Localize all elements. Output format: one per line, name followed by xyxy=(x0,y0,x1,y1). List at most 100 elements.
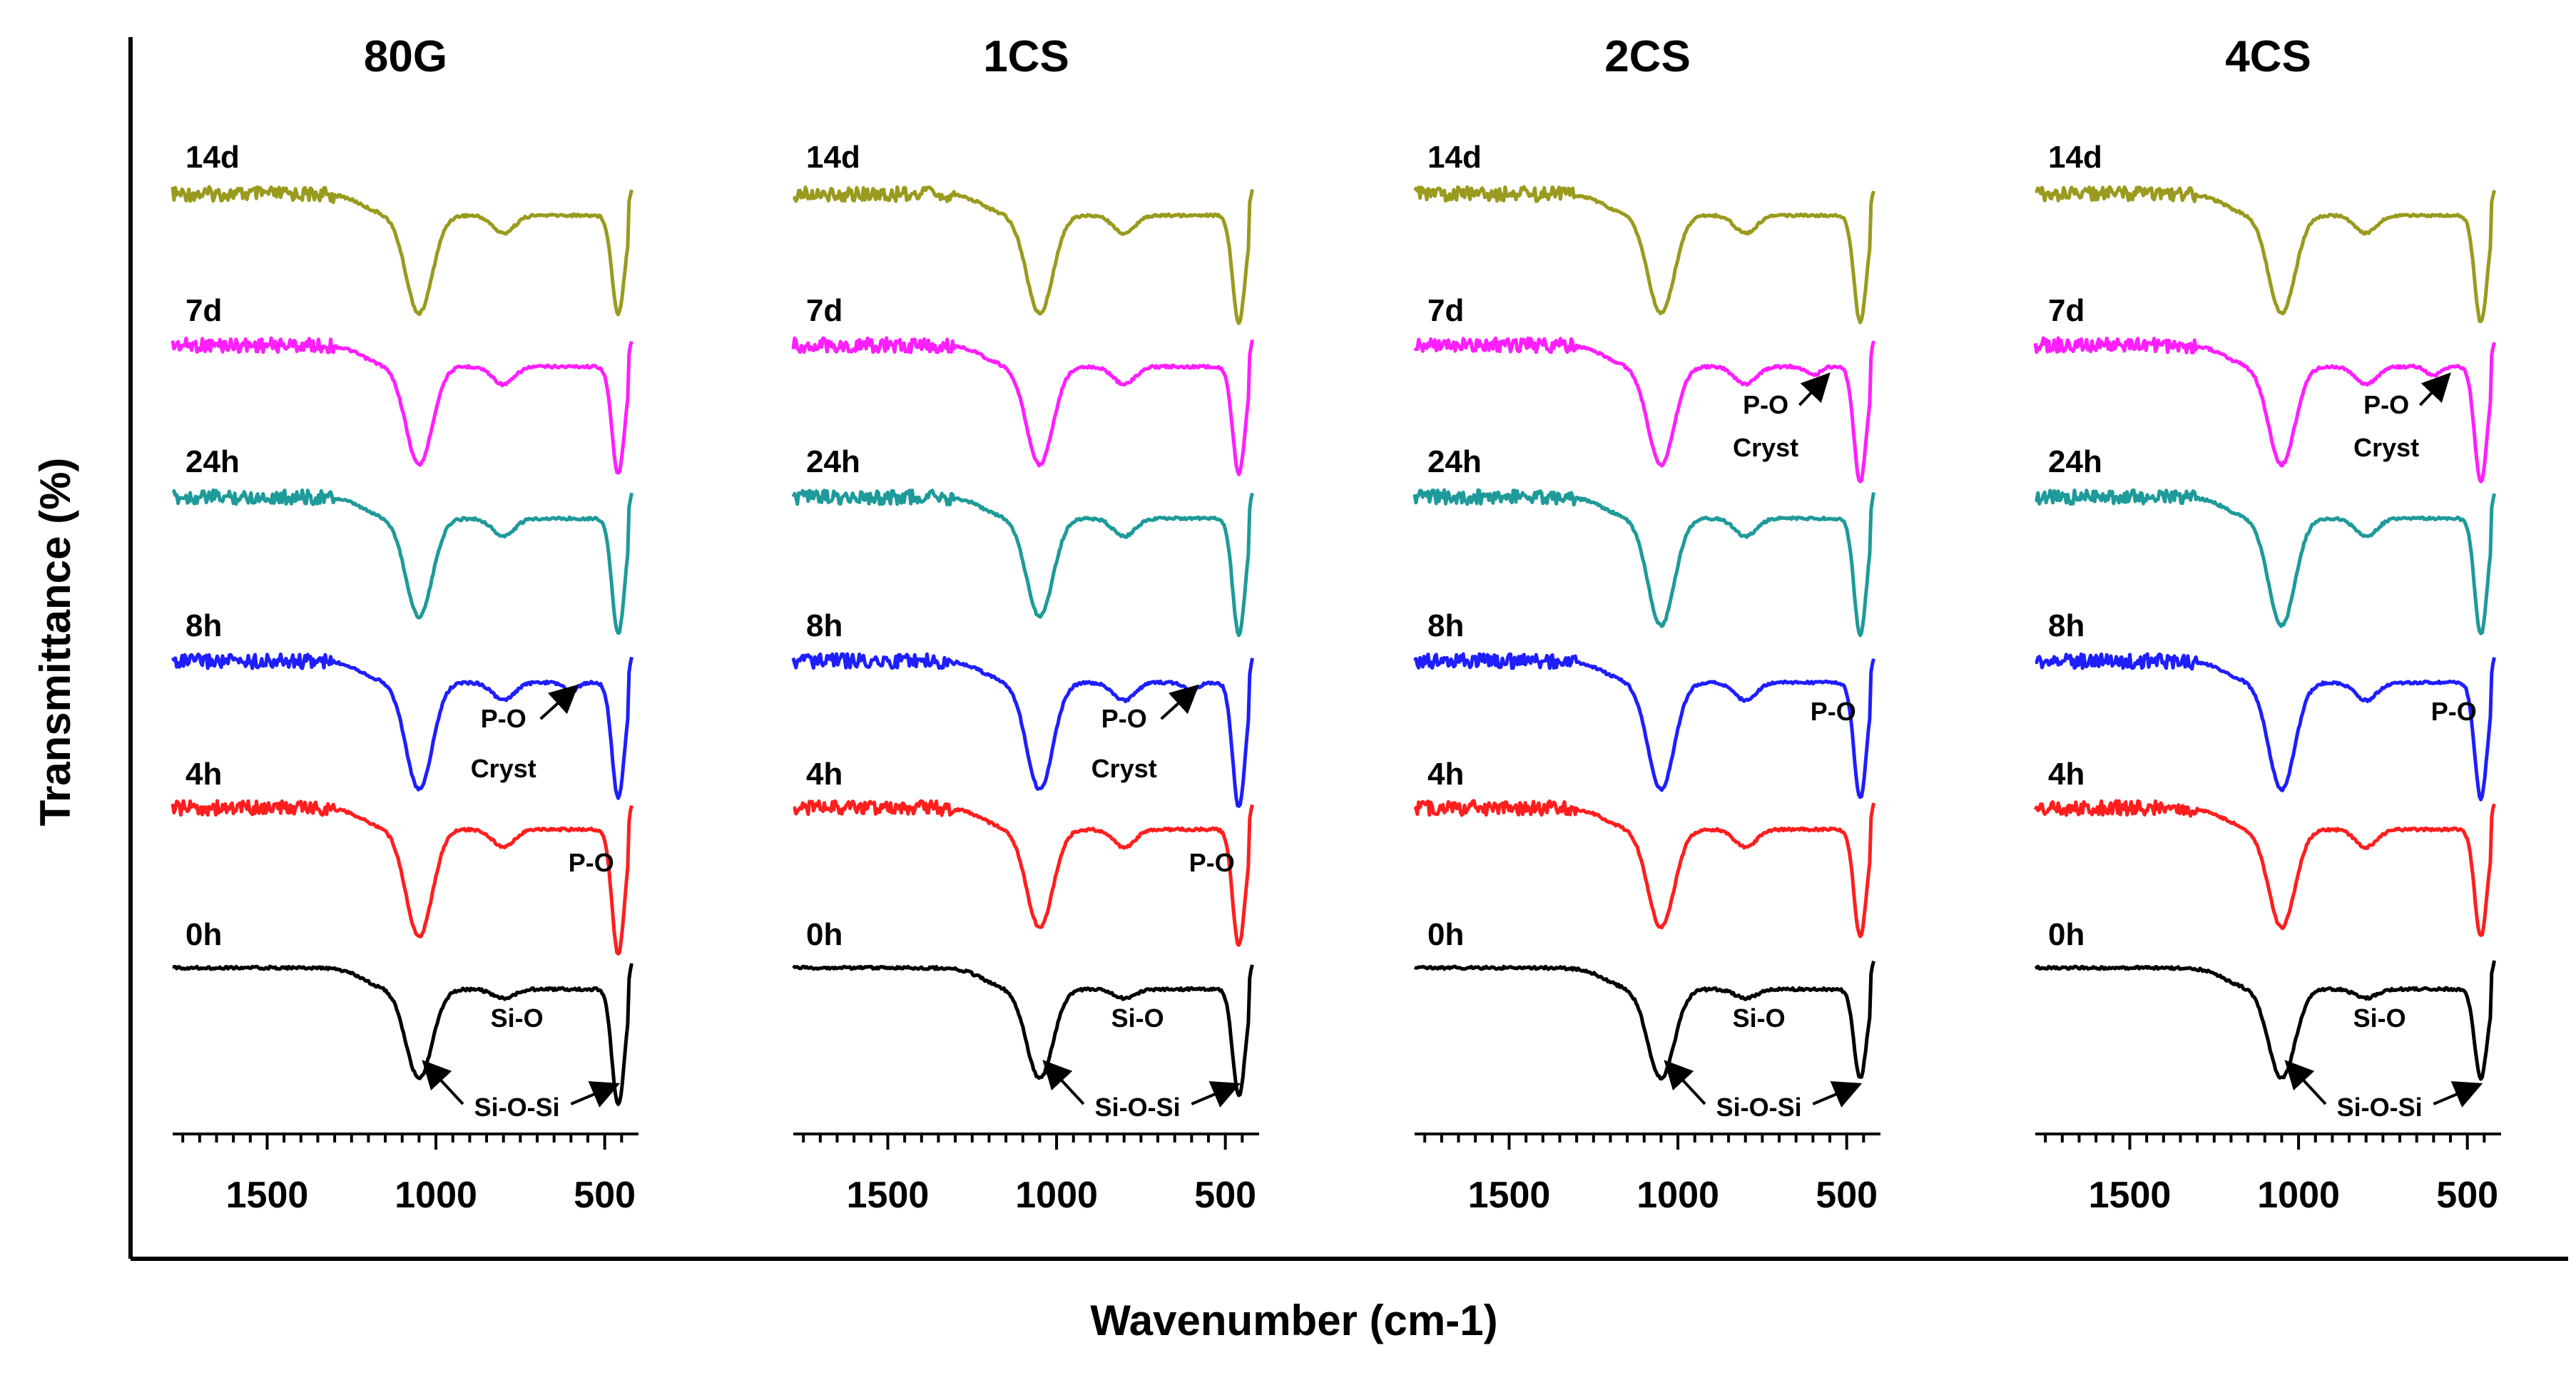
panel-title: 80G xyxy=(364,32,447,81)
time-label-24h: 24h xyxy=(185,444,240,479)
spectrum-8h xyxy=(1412,652,1875,799)
spectrum-14d xyxy=(792,185,1254,325)
spectrum-7d xyxy=(1413,336,1875,484)
x-tick-label: 500 xyxy=(574,1175,636,1216)
time-label-8h: 8h xyxy=(2048,608,2084,643)
time-label-4h: 4h xyxy=(1427,757,1464,792)
arrow-cryst-8h xyxy=(539,684,579,720)
x-tick-label: 1000 xyxy=(394,1175,477,1216)
panel-80g: 80G 14d 7d 24h 8h 4h 0h 1500 1000 500 xyxy=(170,32,638,1216)
x-tick-label: 1500 xyxy=(1468,1175,1551,1216)
spectrum-4h xyxy=(1413,799,1875,939)
time-label-0h: 0h xyxy=(1427,917,1464,952)
spectrum-0h xyxy=(2034,960,2496,1081)
x-axis-label: Wavenumber (cm-1) xyxy=(1090,1297,1497,1344)
time-label-14d: 14d xyxy=(185,140,240,175)
annotation-si-o: Si-O xyxy=(1111,1003,1164,1033)
spectrum-14d xyxy=(170,185,633,317)
spectrum-24h xyxy=(2035,488,2496,635)
annotation-p-o-8h: P-O xyxy=(481,704,526,733)
panel-title: 4CS xyxy=(2225,32,2311,81)
spectrum-7d xyxy=(170,336,633,475)
arrow-si-o-si-460 xyxy=(2433,1081,2483,1108)
time-label-7d: 7d xyxy=(806,293,842,328)
annotation-p-o-4h: P-O xyxy=(569,848,614,877)
annotation-cryst-7d: Cryst xyxy=(2353,433,2419,462)
arrow-si-o-si-1050 xyxy=(1042,1060,1085,1105)
arrow-cryst-8h xyxy=(1160,684,1200,720)
annotation-cryst-8h: Cryst xyxy=(1091,754,1157,783)
x-tick-label: 1500 xyxy=(226,1175,309,1216)
spectrum-24h xyxy=(1412,488,1875,638)
annotation-p-o-7d: P-O xyxy=(1743,390,1788,419)
time-label-7d: 7d xyxy=(1427,293,1464,328)
time-label-14d: 14d xyxy=(1427,140,1482,175)
annotation-p-o-8h: P-O xyxy=(2431,697,2477,726)
time-label-0h: 0h xyxy=(806,917,842,952)
arrow-si-o-si-460 xyxy=(1812,1081,1863,1108)
time-label-24h: 24h xyxy=(806,444,860,479)
x-tick-label: 1500 xyxy=(2089,1175,2172,1216)
spectrum-8h xyxy=(170,652,633,800)
annotation-si-o-si: Si-O-Si xyxy=(1716,1093,1802,1122)
x-tick-label: 500 xyxy=(1816,1175,1878,1216)
spectrum-24h xyxy=(791,489,1254,638)
x-tick-label: 1000 xyxy=(1636,1175,1719,1216)
annotation-p-o-4h: P-O xyxy=(1189,848,1235,877)
time-label-24h: 24h xyxy=(2048,444,2102,479)
spectrum-14d xyxy=(2035,185,2496,324)
panel-2cs: 2CS 14d 7d 24h 8h 4h 0h 1500 1000 500 xyxy=(1412,32,1880,1216)
arrow-cryst-7d xyxy=(1798,372,1831,407)
annotation-cryst-8h: Cryst xyxy=(471,754,536,783)
spectrum-0h xyxy=(172,963,633,1106)
time-label-4h: 4h xyxy=(185,757,222,792)
time-label-8h: 8h xyxy=(185,608,222,643)
arrow-si-o-si-1050 xyxy=(1664,1060,1706,1105)
time-label-0h: 0h xyxy=(185,917,222,952)
spectrum-0h xyxy=(1413,960,1875,1081)
time-label-14d: 14d xyxy=(806,140,860,175)
annotation-si-o: Si-O xyxy=(491,1003,544,1033)
time-label-0h: 0h xyxy=(2048,917,2084,952)
x-tick-label: 1000 xyxy=(2257,1175,2340,1216)
arrow-si-o-si-1050 xyxy=(2284,1060,2327,1105)
time-label-4h: 4h xyxy=(806,757,842,792)
annotation-p-o-7d: P-O xyxy=(2363,390,2409,419)
time-label-4h: 4h xyxy=(2048,757,2084,792)
time-label-14d: 14d xyxy=(2048,140,2102,175)
annotation-p-o-8h: P-O xyxy=(1101,704,1147,733)
arrow-si-o-si-1050 xyxy=(422,1060,464,1105)
panel-1cs: 1CS 14d 7d 24h 8h 4h 0h 1500 1000 500 xyxy=(791,32,1259,1216)
time-label-8h: 8h xyxy=(806,608,842,643)
panel-4cs: 4CS 14d 7d 24h 8h 4h 0h 1500 1000 500 xyxy=(2033,32,2501,1216)
spectrum-14d xyxy=(1413,185,1875,324)
panels: 80G 14d 7d 24h 8h 4h 0h 1500 1000 500 Si-O Si-O-Si P… xyxy=(170,32,2501,1216)
spectrum-24h xyxy=(171,488,633,635)
annotation-si-o-si: Si-O-Si xyxy=(1095,1093,1181,1122)
arrow-si-o-si-460 xyxy=(1191,1081,1241,1108)
time-label-7d: 7d xyxy=(185,293,222,328)
annotation-p-o-8h: P-O xyxy=(1811,697,1856,726)
x-tick-label: 1500 xyxy=(847,1175,930,1216)
spectrum-4h xyxy=(2033,799,2496,937)
y-axis-label: Transmittance (%) xyxy=(31,458,79,827)
x-tick-label: 500 xyxy=(2436,1175,2498,1216)
spectrum-0h xyxy=(792,964,1254,1098)
panel-title: 1CS xyxy=(983,32,1069,81)
spectrum-4h xyxy=(793,799,1254,947)
arrow-cryst-7d xyxy=(2418,372,2451,407)
time-label-24h: 24h xyxy=(1427,444,1482,479)
annotation-si-o: Si-O xyxy=(1733,1003,1786,1033)
annotation-cryst-7d: Cryst xyxy=(1733,433,1798,462)
spectrum-8h xyxy=(2035,652,2496,802)
spectrum-4h xyxy=(170,799,633,956)
arrow-si-o-si-460 xyxy=(570,1081,621,1108)
time-label-7d: 7d xyxy=(2048,293,2084,328)
annotation-si-o-si: Si-O-Si xyxy=(2337,1093,2423,1122)
panel-title: 2CS xyxy=(1604,32,1691,81)
x-tick-label: 500 xyxy=(1194,1175,1256,1216)
spectrum-8h xyxy=(791,652,1254,808)
time-label-8h: 8h xyxy=(1427,608,1464,643)
